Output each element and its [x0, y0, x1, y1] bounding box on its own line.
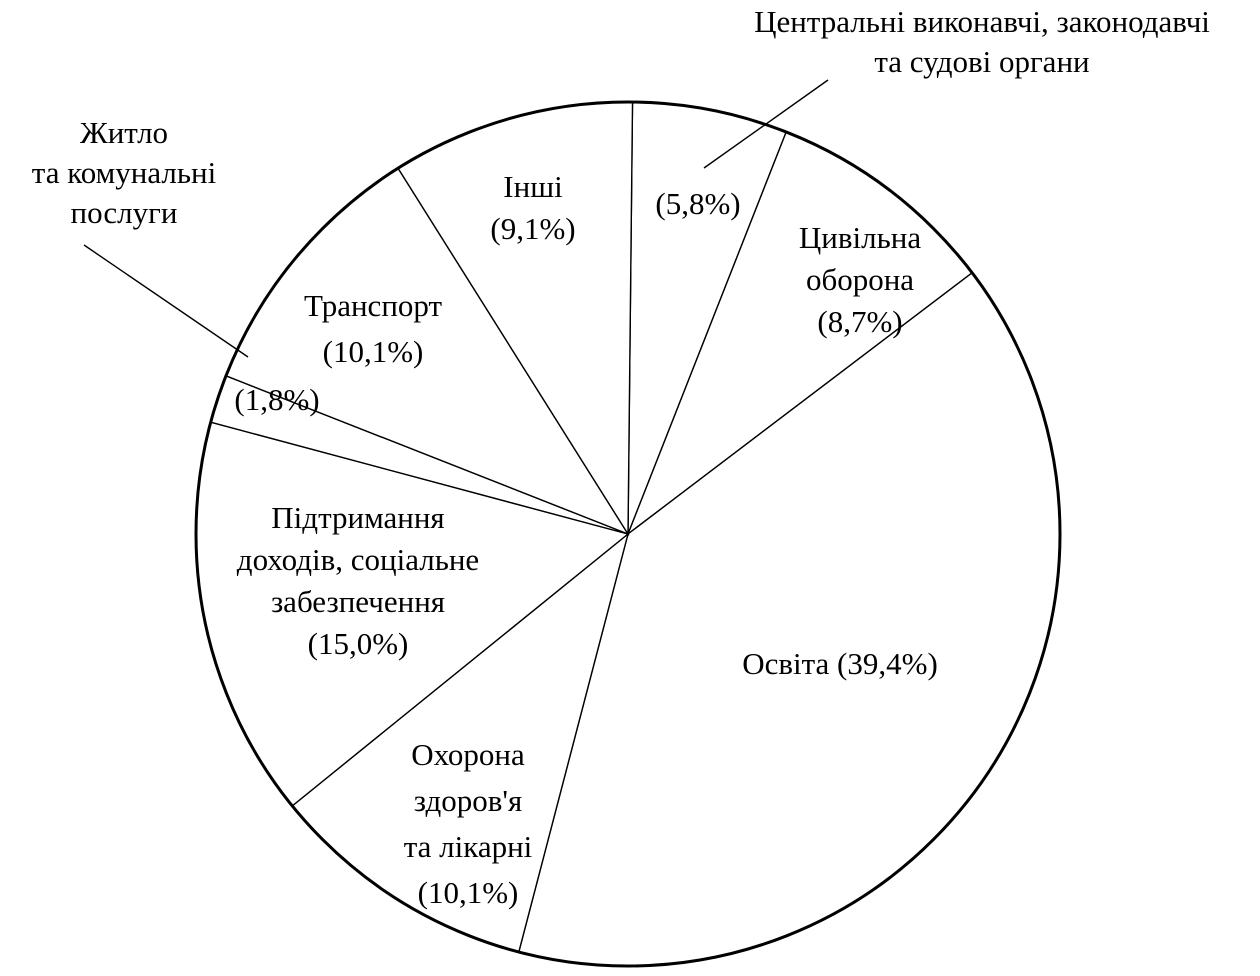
- slice-label-line: забезпечення: [271, 584, 445, 619]
- external-slice-label: Центральні виконавчі, законодавчі та судо…: [754, 4, 1210, 79]
- labels-layer: (5,8%) Центральні виконавчі, законодавчі т…: [32, 4, 1211, 910]
- external-slice-label: Житло та комунальні послуги: [32, 115, 217, 230]
- slice-label-line: (8,7%): [817, 304, 902, 339]
- slice-label: Транспорт (10,1%): [304, 288, 443, 369]
- slice-label-line: оборона: [806, 262, 914, 297]
- slice-label-line: Цивільна: [799, 220, 921, 255]
- slice-label-line: здоров'я: [414, 783, 522, 818]
- slice-label-line: Підтримання: [271, 500, 444, 535]
- slice-label-line: Інші: [503, 169, 563, 204]
- external-slice-label-line: Центральні виконавчі, законодавчі: [754, 4, 1210, 39]
- slice-label-line: (15,0%): [308, 626, 409, 661]
- slice-label-line: та лікарні: [404, 829, 533, 864]
- pie-outline: [194, 100, 1062, 968]
- slice-label-line: доходів, соціальне: [237, 542, 479, 577]
- leader-line: [83, 244, 249, 358]
- slice-label: (5,8%): [655, 186, 740, 221]
- external-slice-label-line: та комунальні: [32, 155, 217, 190]
- slice-label: Охорона здоров'я та лікарні (10,1%): [404, 737, 533, 910]
- slice-label-line: Транспорт: [304, 288, 443, 323]
- slice-label-line: (10,1%): [418, 875, 519, 910]
- slice-label: (1,8%): [234, 382, 319, 417]
- external-slice-label-line: послуги: [71, 195, 178, 230]
- slice-label-line: (5,8%): [655, 186, 740, 221]
- slices-layer: [195, 101, 1061, 967]
- external-slice-label-line: Житло: [80, 115, 168, 150]
- slice-label: Цивільна оборона (8,7%): [799, 220, 921, 339]
- leader-line: [703, 79, 829, 169]
- slice-label-line: Освіта (39,4%): [742, 646, 938, 681]
- slice-label-line: (1,8%): [234, 382, 319, 417]
- slice-label-line: Охорона: [411, 737, 525, 772]
- slice-label-line: (9,1%): [490, 211, 575, 246]
- external-slice-label-line: та судові органи: [874, 44, 1089, 79]
- slice-label: Підтримання доходів, соціальне забезпеченн…: [237, 500, 479, 661]
- slice-label: Інші (9,1%): [490, 169, 575, 246]
- slice-label: Освіта (39,4%): [742, 646, 938, 681]
- slice-label-line: (10,1%): [323, 334, 424, 369]
